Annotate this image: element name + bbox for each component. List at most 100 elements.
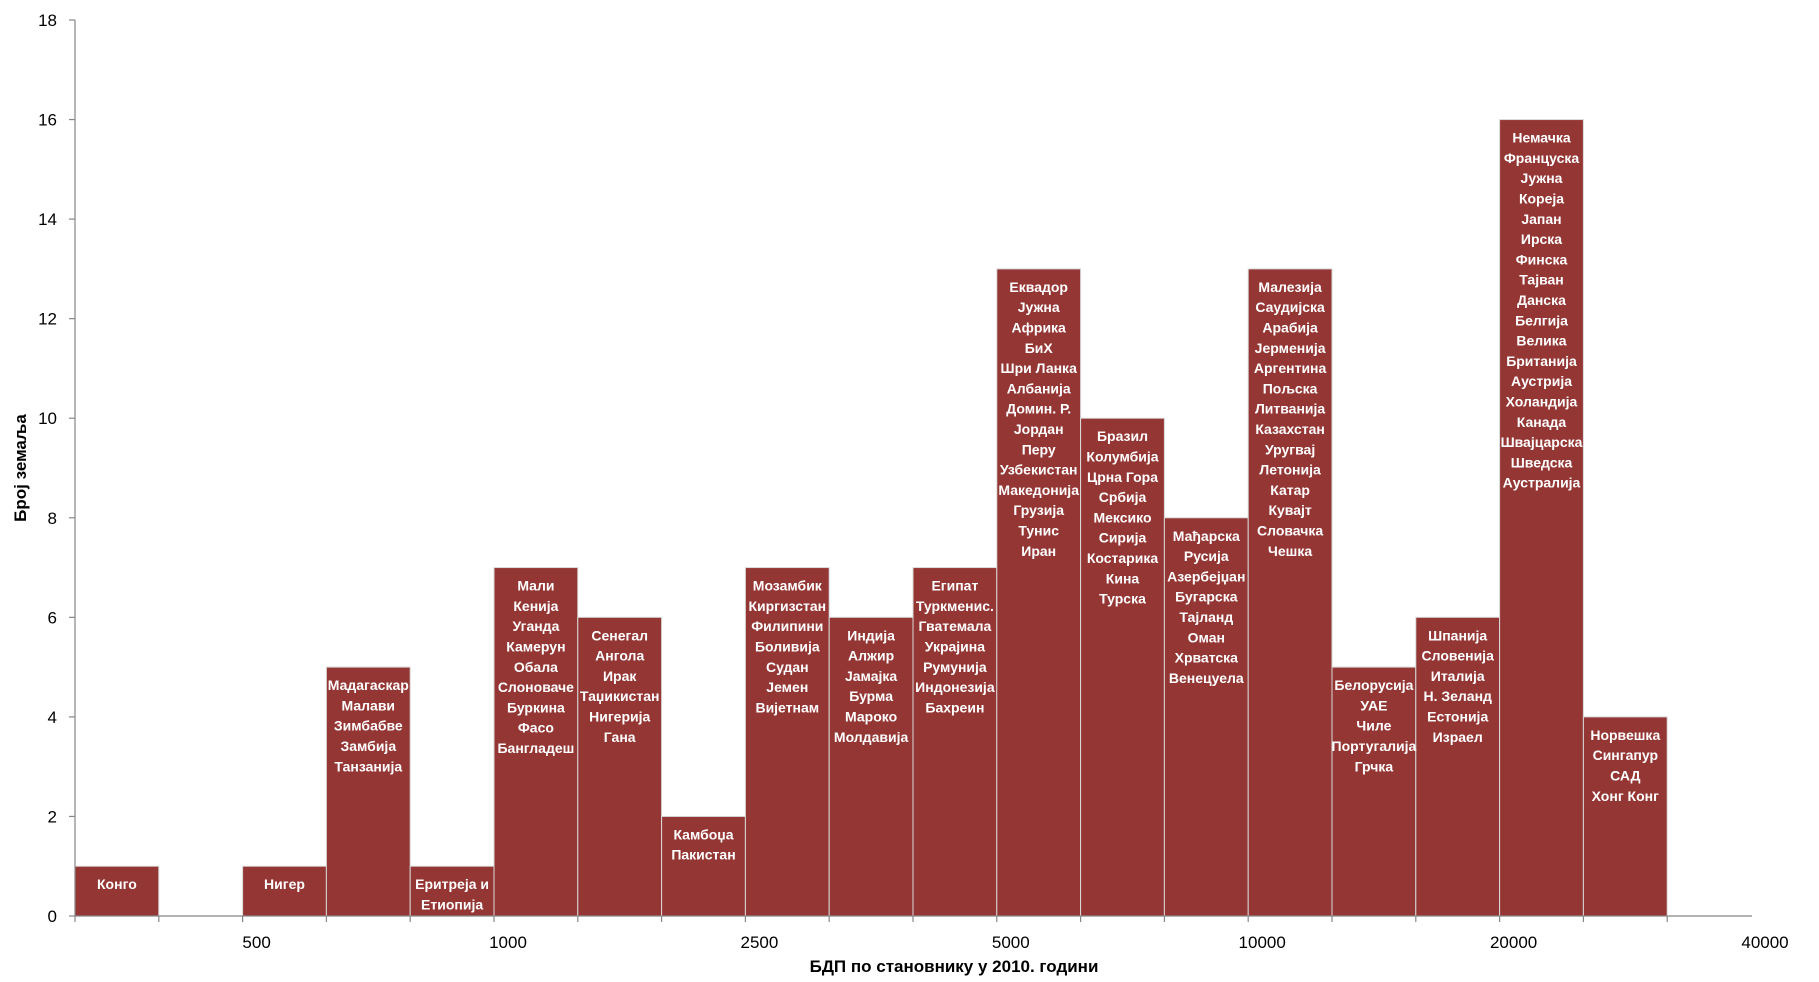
bar-label: Украјина [925, 638, 985, 654]
bar-label: Африка [1012, 319, 1067, 335]
bar-label: Велика [1516, 333, 1566, 349]
bar-label: Казахстан [1255, 421, 1325, 437]
bar-label: Кина [1106, 570, 1140, 586]
bar-label: Турска [1099, 591, 1146, 607]
bar-label: Јамајка [845, 668, 897, 684]
bar-label: САД [1610, 767, 1640, 783]
bar-labels-layer: Конго Нигер Мадагаскар Малави Зимбабве Замбиј… [97, 130, 1660, 913]
bar [577, 616, 663, 917]
bar-label: Танзанија [334, 758, 402, 774]
bar-label: Еритреја и [415, 876, 489, 892]
bar-label: Хрватска [1175, 650, 1239, 666]
bars-layer [74, 119, 1668, 917]
bar-label: Зимбабве [334, 718, 403, 734]
bar-label: Ирак [603, 668, 637, 684]
x-tick-label: 500 [242, 933, 270, 952]
bar-label: Малезија [1258, 279, 1322, 295]
bar-label: Немачка [1512, 130, 1570, 146]
bar [74, 865, 160, 917]
bar-label: Мексико [1093, 509, 1151, 525]
bar-label: Румунија [923, 659, 987, 675]
bar-label: Јапан [1521, 211, 1561, 227]
bar-label: Бахреин [925, 699, 984, 715]
bar-label: Етиопија [421, 897, 483, 913]
bar-label: Ангола [595, 648, 644, 664]
bar-label: Замбија [340, 738, 396, 754]
bar-label: Бугарска [1175, 589, 1238, 605]
bar-label: Данска [1517, 292, 1566, 308]
bar [1247, 268, 1333, 917]
bar-label: Норвешка [1590, 727, 1660, 743]
bar-label: Камерун [506, 638, 565, 654]
bar-label: Домин. Р. [1006, 401, 1071, 417]
bar-label: Боливија [755, 638, 820, 654]
bar-label: Пакистан [671, 847, 735, 863]
bar-label: Албанија [1007, 380, 1071, 396]
bar-label: Костарика [1087, 550, 1159, 566]
bar-label: Уругвај [1265, 441, 1315, 457]
bar-label: Чешка [1268, 543, 1312, 559]
y-tick-label: 2 [48, 807, 57, 826]
bar-label: УАЕ [1360, 697, 1387, 713]
bar-label: Ирска [1521, 231, 1562, 247]
bar-label: Катар [1270, 482, 1310, 498]
bar-label: Канада [1517, 414, 1567, 430]
x-tick-label: 10000 [1239, 933, 1286, 952]
x-tick-label: 2500 [740, 933, 778, 952]
y-tick-label: 6 [48, 608, 57, 627]
x-tick-label: 5000 [992, 933, 1030, 952]
bar-label: Перу [1022, 441, 1056, 457]
bar-label: Пољска [1263, 380, 1318, 396]
bar-label: Белорусија [1334, 677, 1413, 693]
bar [409, 865, 495, 917]
bar-label: Азербејџан [1167, 568, 1245, 584]
bar-label: Аустралија [1503, 475, 1581, 491]
y-tick-label: 18 [38, 11, 57, 30]
bar [1080, 417, 1165, 917]
bar-label: Јерменија [1255, 340, 1326, 356]
bar-label: Слоноваче [498, 679, 574, 695]
bar-label: Мозамбик [753, 578, 823, 594]
bar-label: Грузија [1013, 502, 1064, 518]
bar-label: Аустрија [1511, 373, 1572, 389]
bar-label: Алжир [848, 648, 894, 664]
bar-label: Белгија [1515, 312, 1568, 328]
bar-label: Литванија [1255, 401, 1325, 417]
bar-label: Бурма [849, 688, 893, 704]
bar-label: Аргентина [1254, 360, 1327, 376]
x-tick-label: 20000 [1490, 933, 1537, 952]
bar-label: Буркина [507, 699, 565, 715]
bar-label: Француска [1504, 150, 1580, 166]
bar-label: Туркменис. [916, 598, 994, 614]
bar-label: Гана [604, 729, 636, 745]
bar-label: Арабија [1262, 319, 1318, 335]
x-tick-label: 40000 [1741, 933, 1788, 952]
bar-label: Шри Ланка [1001, 360, 1078, 376]
y-tick-label: 16 [38, 111, 57, 130]
bar [912, 567, 998, 917]
bar-label: Уганда [512, 618, 559, 634]
bar-label: Обала [514, 659, 558, 675]
bar-label: Швајцарска [1501, 434, 1583, 450]
bar-label: Мадагаскар [328, 677, 409, 693]
bar-label: Сингапур [1593, 747, 1658, 763]
bar-label: Црна Гора [1087, 469, 1158, 485]
bar-label: Македонија [998, 482, 1079, 498]
y-tick-label: 12 [38, 310, 57, 329]
bar-label: Судан [766, 659, 809, 675]
bar-label: Молдавија [834, 729, 909, 745]
y-tick-label: 10 [38, 409, 57, 428]
bar-label: Србија [1099, 489, 1147, 505]
bar-label: Израел [1433, 729, 1483, 745]
bar-label: Кенија [513, 598, 558, 614]
bar-label: Италија [1431, 668, 1485, 684]
bar-label: Естонија [1427, 709, 1488, 725]
x-tick-label: 1000 [489, 933, 527, 952]
bar-label: Колумбија [1086, 449, 1158, 465]
y-tick-label: 14 [38, 210, 57, 229]
bar-label: Иран [1021, 543, 1056, 559]
bar [325, 666, 411, 917]
bar [1499, 119, 1584, 917]
bar-label: Тајланд [1179, 609, 1233, 625]
bar-label: Египат [931, 578, 978, 594]
